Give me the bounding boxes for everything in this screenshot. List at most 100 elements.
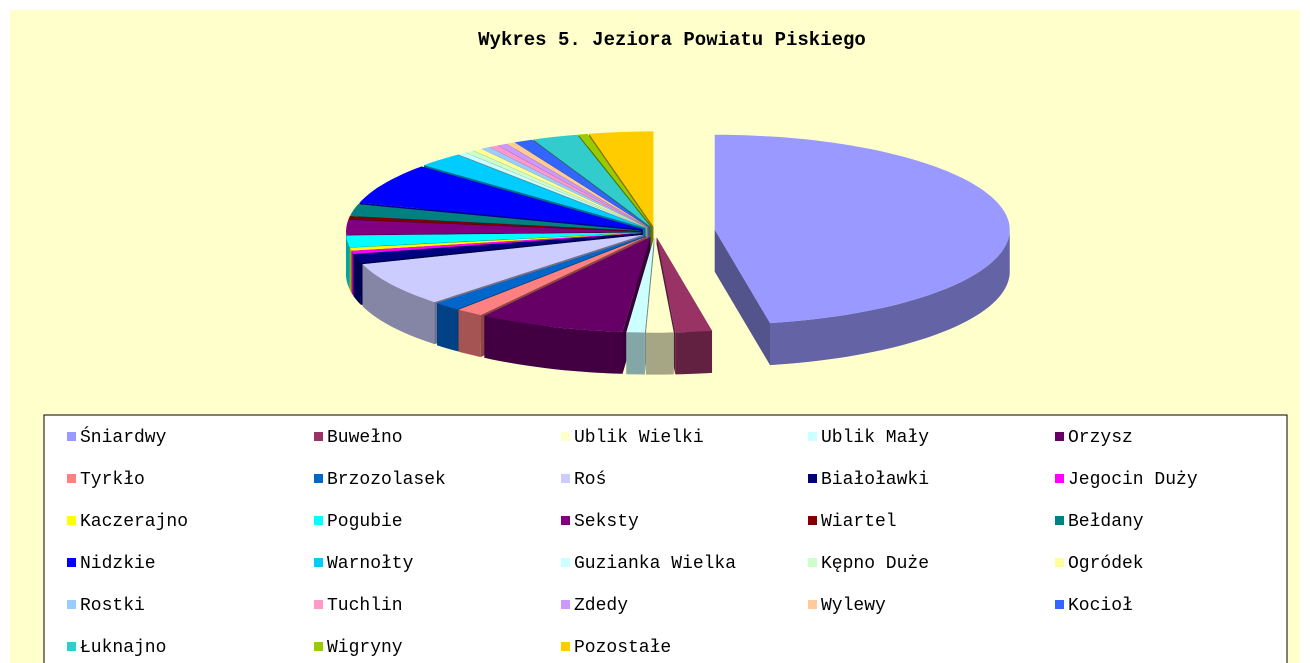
slice <box>458 152 647 228</box>
legend-swatch <box>67 474 76 483</box>
slice <box>626 237 655 333</box>
legend-swatch <box>561 516 570 525</box>
slice-shade <box>646 332 674 375</box>
slice-shade <box>714 229 771 366</box>
legend-swatch <box>561 642 570 651</box>
legend-label: Śniardwy <box>80 426 167 448</box>
legend-swatch <box>67 558 76 567</box>
slice <box>349 232 642 251</box>
legend-label: Buwełno <box>327 428 403 448</box>
slice <box>348 216 642 232</box>
slice <box>656 237 712 333</box>
slice-wall <box>458 309 481 358</box>
slice <box>346 219 642 235</box>
legend-label: Brzozolasek <box>327 470 446 490</box>
legend-swatch <box>1055 474 1064 483</box>
slice-wall <box>646 332 674 375</box>
slice <box>346 232 642 248</box>
legend-label: Orzysz <box>1068 428 1133 448</box>
legend-label: Łuknajno <box>80 638 166 658</box>
slice-side <box>714 229 771 366</box>
slice-wall <box>353 254 361 305</box>
legend-swatch <box>67 516 76 525</box>
legend-label: Białoławki <box>821 470 929 490</box>
legend-label: Roś <box>574 470 606 490</box>
slice-shade <box>346 235 350 290</box>
legend-label: Kaczerajno <box>80 512 188 532</box>
slice <box>497 143 649 228</box>
legend: Śniardwy Buwełno Ublik Wielki Ublik Mały Orz… <box>67 426 1198 658</box>
legend-swatch <box>67 642 76 651</box>
legend-label: Tuchlin <box>327 596 403 616</box>
slice-shade <box>349 247 352 293</box>
legend-label: Kępno Duże <box>821 554 929 574</box>
legend-label: Ublik Mały <box>821 428 929 448</box>
slice-wall <box>346 235 350 290</box>
slice-wall <box>626 332 645 375</box>
slice-wall <box>349 247 352 293</box>
slice-wall <box>437 303 458 352</box>
slice-wall <box>351 250 354 296</box>
legend-swatch <box>808 600 817 609</box>
slice <box>484 237 651 332</box>
slice-wall <box>484 315 623 374</box>
slice <box>362 234 644 303</box>
slice <box>437 236 646 310</box>
slice-wall <box>770 229 1010 366</box>
legend-swatch <box>808 474 817 483</box>
slice <box>578 133 652 227</box>
legend-swatch <box>67 600 76 609</box>
slice <box>458 236 647 316</box>
legend-label: Pogubie <box>327 512 403 532</box>
legend-label: Ublik Wielki <box>574 428 704 448</box>
slice <box>714 134 1010 324</box>
legend-swatch <box>561 474 570 483</box>
chart-title: Wykres 5. Jeziora Powiatu Piskiego <box>478 29 866 51</box>
slice <box>473 148 647 228</box>
legend-swatch <box>808 516 817 525</box>
legend-swatch <box>561 558 570 567</box>
slice <box>424 154 646 228</box>
slice-shade <box>484 315 623 374</box>
slice <box>515 139 650 227</box>
legend-swatch <box>1055 516 1064 525</box>
slice-shade <box>626 332 645 375</box>
legend-label: Wylewy <box>821 596 886 616</box>
legend-swatch <box>314 432 323 441</box>
slice-shade <box>675 330 712 375</box>
legend-swatch <box>808 432 817 441</box>
legend-label: Bełdany <box>1068 512 1144 532</box>
legend-swatch <box>314 642 323 651</box>
legend-label: Seksty <box>574 512 639 532</box>
legend-swatch <box>808 558 817 567</box>
legend-swatch <box>314 516 323 525</box>
slice-shade <box>353 254 361 305</box>
pie <box>346 131 1010 375</box>
slice <box>589 131 654 227</box>
legend-label: Ogródek <box>1068 554 1144 574</box>
legend-swatch <box>1055 600 1064 609</box>
legend-label: Wigryny <box>327 638 403 658</box>
slice-shade <box>437 303 458 352</box>
slice <box>646 237 674 333</box>
legend-swatch <box>314 474 323 483</box>
legend-box <box>43 414 1288 663</box>
legend-label: Zdedy <box>574 596 628 616</box>
slice <box>353 233 642 263</box>
legend-label: Warnołty <box>327 554 414 574</box>
legend-label: Kocioł <box>1068 596 1133 616</box>
legend-label: Wiartel <box>821 512 897 532</box>
legend-label: Rostki <box>80 596 145 616</box>
slice-shade <box>458 309 481 358</box>
slice <box>359 166 643 230</box>
legend-swatch <box>314 558 323 567</box>
slice <box>489 145 648 228</box>
slice <box>506 142 649 228</box>
legend-swatch <box>67 432 76 441</box>
legend-swatch <box>1055 558 1064 567</box>
legend-label: Nidzkie <box>80 554 156 574</box>
legend-label: Jegocin Duży <box>1068 470 1198 490</box>
legend-label: Tyrkło <box>80 470 145 490</box>
slice <box>481 147 648 228</box>
